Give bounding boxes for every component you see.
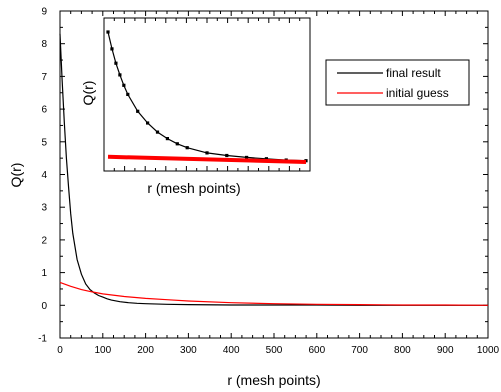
inset-point-marker (126, 92, 130, 96)
main-y-tick-label: 8 (41, 39, 47, 50)
inset-point-marker (165, 137, 169, 141)
inset-plot-frame (103, 17, 311, 172)
main-y-tick-label: 9 (41, 7, 47, 18)
inset-series-line-initial-guess (107, 154, 307, 164)
inset-point-marker (185, 146, 189, 150)
main-x-axis-label: r (mesh points) (227, 372, 320, 388)
inset-point-marker (225, 153, 229, 158)
inset-point-marker (106, 30, 110, 34)
main-y-tick-label: 4 (41, 170, 47, 181)
legend-label-final-result: final result (386, 66, 441, 80)
main-y-tick-label: 0 (41, 301, 47, 312)
main-x-tick-label: 0 (57, 345, 63, 356)
inset-chart: r (mesh points) Q(r) (80, 17, 311, 196)
main-y-tick-label: 1 (41, 268, 47, 279)
inset-point-marker (264, 157, 268, 161)
main-series-group (59, 33, 489, 306)
main-y-tick-label: -1 (38, 334, 47, 345)
inset-y-axis-label: Q(r) (80, 81, 96, 106)
legend: final result initial guess (325, 59, 470, 106)
main-y-axis-label: Q(r) (8, 163, 24, 188)
inset-x-axis-label: r (mesh points) (147, 180, 240, 196)
main-x-tick-label: 200 (137, 345, 154, 356)
main-x-tick-label: 800 (394, 345, 411, 356)
main-x-tick-label: 900 (437, 345, 454, 356)
inset-point-marker (146, 121, 150, 125)
main-series-line-final-result (59, 33, 488, 306)
main-y-tick-label: 3 (41, 203, 47, 214)
main-x-tick-label: 400 (223, 345, 240, 356)
inset-point-marker (136, 109, 140, 113)
inset-point-marker (205, 151, 209, 155)
inset-point-marker (245, 155, 249, 160)
main-y-tick-label: 6 (41, 105, 47, 116)
main-y-tick-label: 7 (41, 72, 47, 83)
main-x-tick-label: 300 (180, 345, 197, 356)
main-series-line-initial-guess (59, 281, 489, 306)
main-x-tick-label: 600 (308, 345, 325, 356)
main-x-tick-label: 700 (351, 345, 368, 356)
inset-point-marker (155, 130, 160, 134)
inset-series-group (106, 30, 308, 164)
main-x-tick-label: 100 (94, 345, 111, 356)
main-x-tick-label: 500 (266, 345, 283, 356)
inset-point-marker (175, 142, 179, 146)
inset-point-marker (110, 47, 114, 51)
inset-axis-ticks (103, 18, 311, 171)
main-x-tick-label: 1000 (477, 345, 500, 356)
inset-point-marker (114, 61, 118, 65)
main-y-tick-label: 2 (41, 235, 47, 246)
main-chart: 0 100 200 300 400 500 600 700 800 900 1000 -1 0 1 2 3 4 5… (8, 7, 500, 389)
inset-series-line-final-result (107, 31, 307, 162)
legend-label-initial-guess: initial guess (386, 86, 449, 100)
inset-point-marker (122, 83, 126, 87)
main-axis-ticks: 0 100 200 300 400 500 600 700 800 900 1000 -1 0 1 2 3 4 5… (38, 7, 499, 357)
main-y-tick-label: 5 (41, 137, 47, 148)
legend-box (325, 59, 470, 106)
inset-point-marker (118, 73, 122, 77)
